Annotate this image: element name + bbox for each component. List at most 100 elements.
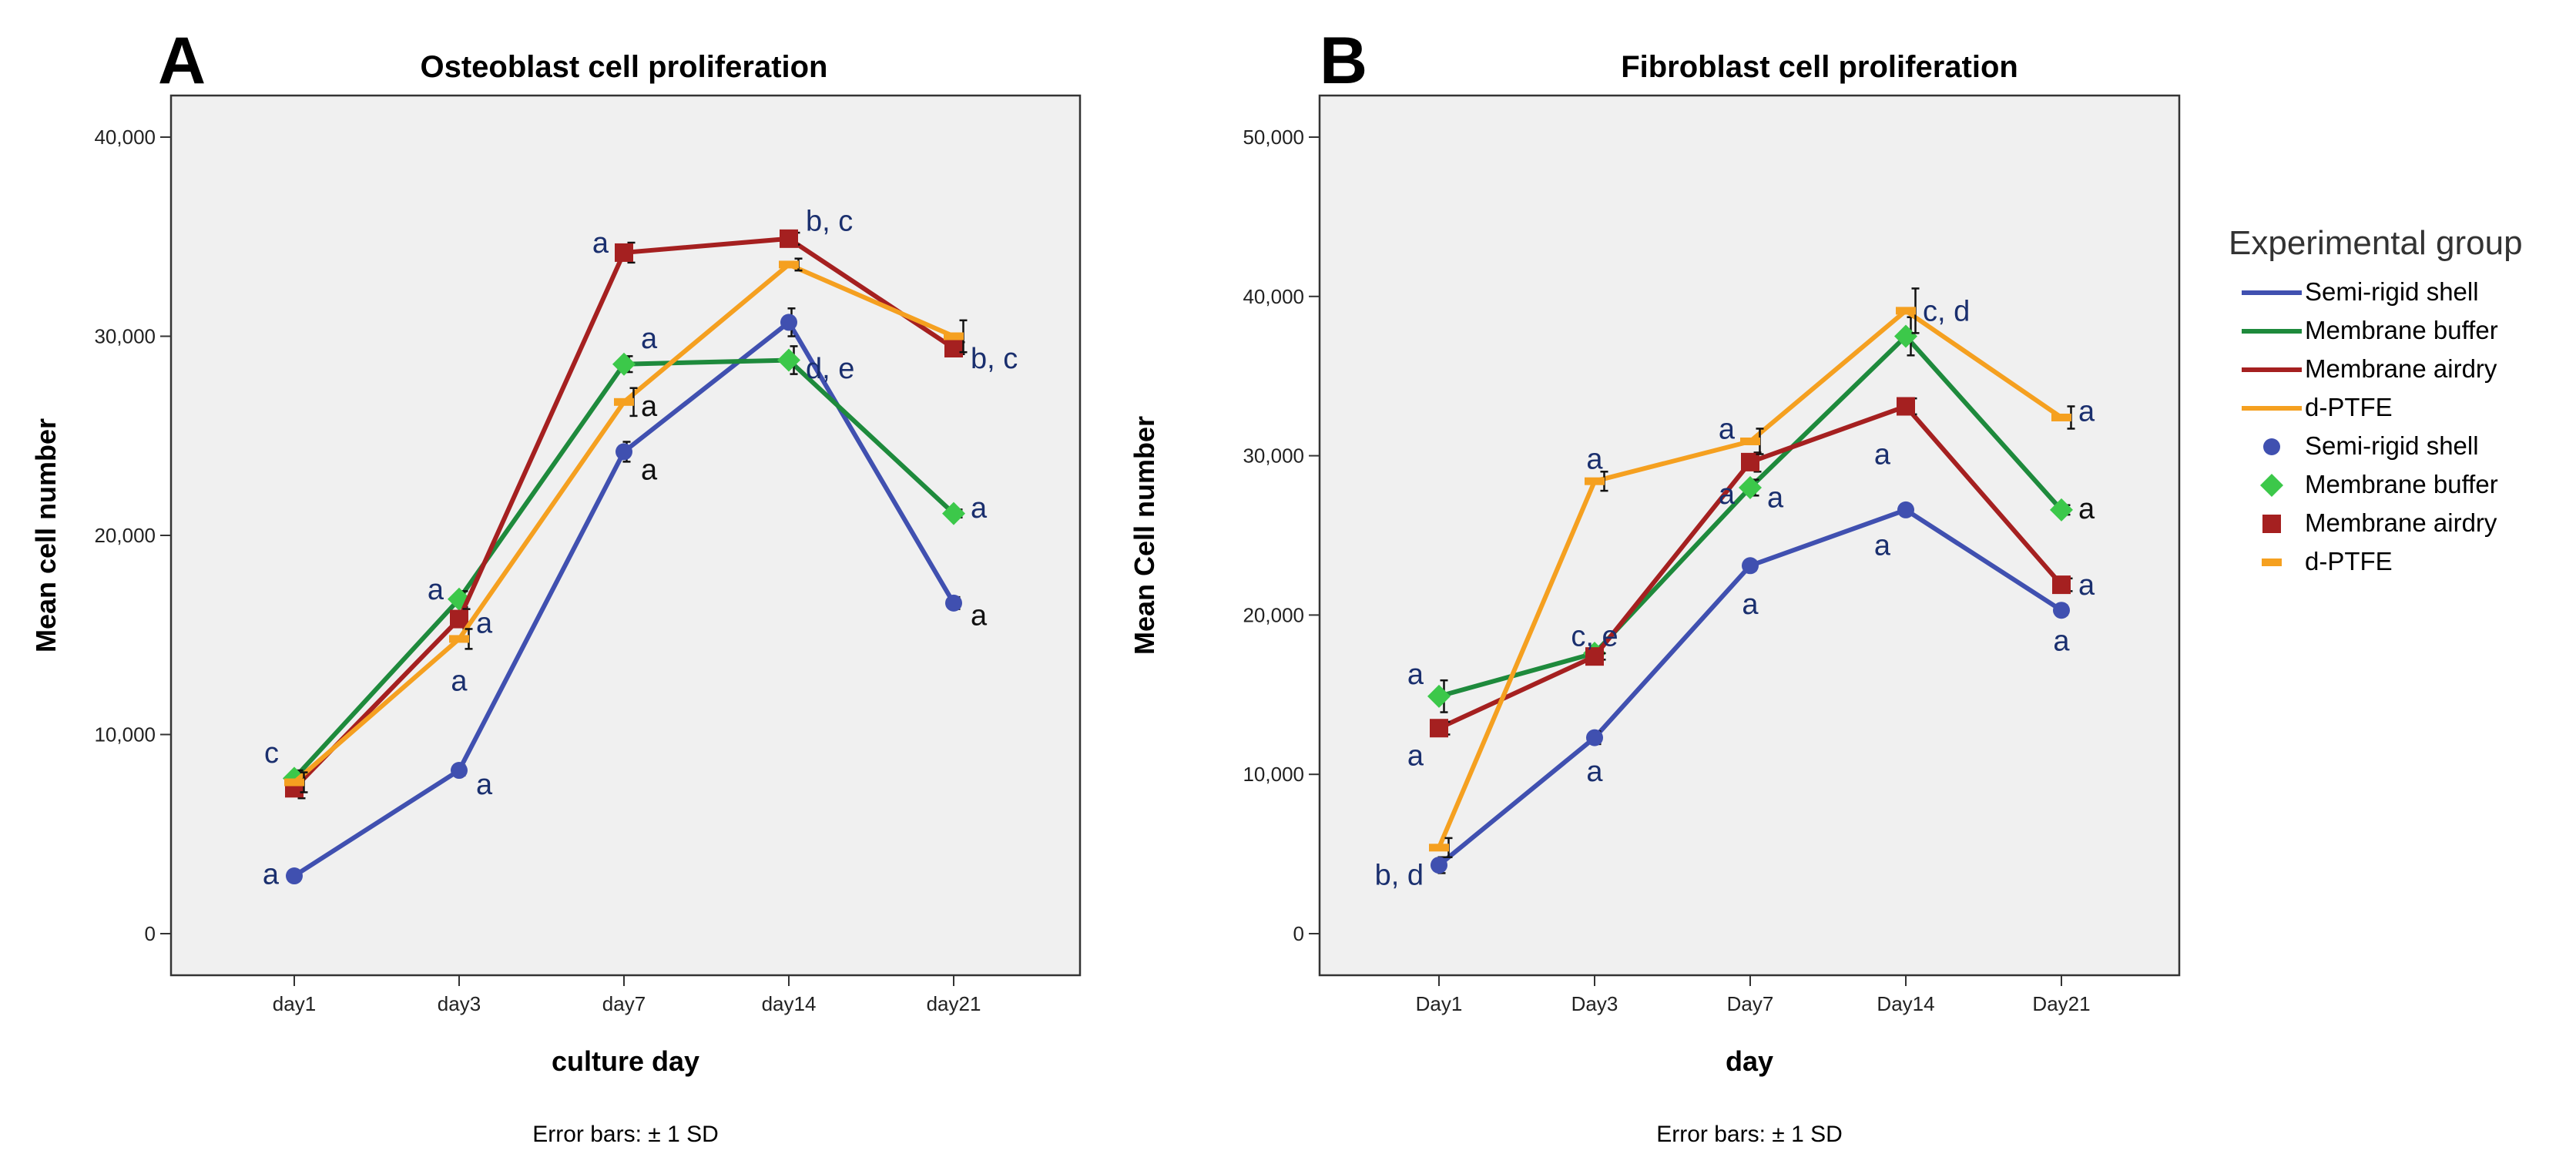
data-point bbox=[451, 762, 468, 780]
panel-letter: B bbox=[1320, 24, 1367, 98]
significance-label: a bbox=[971, 492, 988, 525]
legend-swatch-marker bbox=[2260, 474, 2283, 497]
legend-item-marker-semi-rigid-shell: Semi-rigid shell bbox=[2263, 431, 2479, 460]
data-point bbox=[1739, 475, 1762, 499]
significance-label: a bbox=[451, 666, 468, 698]
x-axis: Day1 Day3 Day7 Day14 Day21 bbox=[1416, 975, 2091, 1015]
data-point bbox=[780, 314, 797, 331]
legend: Experimental group Semi-rigid shell Membr… bbox=[2229, 224, 2523, 575]
significance-label: a bbox=[1719, 478, 1736, 511]
legend-label: Membrane airdry bbox=[2305, 508, 2497, 537]
data-point bbox=[1585, 477, 1605, 485]
significance-label: a bbox=[476, 608, 493, 640]
x-tick-label: day1 bbox=[273, 992, 316, 1015]
legend-item-marker-membrane-airdry: Membrane airdry bbox=[2262, 508, 2497, 537]
significance-label: a bbox=[1874, 529, 1891, 562]
data-point bbox=[779, 260, 799, 269]
error-bar-note: Error bars: ± 1 SD bbox=[1656, 1122, 1843, 1147]
y-tick-label: 40,000 bbox=[1243, 285, 1304, 308]
x-axis-label: culture day bbox=[552, 1045, 699, 1077]
y-tick-label: 20,000 bbox=[94, 524, 156, 547]
significance-label: a bbox=[2078, 569, 2095, 602]
significance-label: a bbox=[428, 574, 444, 606]
legend-label: d-PTFE bbox=[2305, 547, 2393, 575]
y-tick-label: 30,000 bbox=[94, 325, 156, 348]
legend-label: Semi-rigid shell bbox=[2305, 277, 2479, 306]
chart-title: Fibroblast cell proliferation bbox=[1621, 50, 2018, 84]
y-tick-label: 20,000 bbox=[1243, 603, 1304, 626]
plot-area bbox=[169, 94, 1082, 977]
data-point bbox=[449, 635, 469, 643]
x-tick-label: day21 bbox=[927, 992, 981, 1015]
data-point bbox=[945, 594, 962, 612]
error-bar-note: Error bars: ± 1 SD bbox=[532, 1122, 719, 1147]
y-axis: 0 10,000 20,000 30,000 40,000 bbox=[94, 126, 171, 945]
series-semi-rigid-shell bbox=[286, 307, 962, 885]
chart-title: Osteoblast cell proliferation bbox=[420, 50, 827, 84]
data-point bbox=[777, 348, 800, 372]
significance-label: a bbox=[2053, 625, 2070, 657]
data-point bbox=[942, 501, 965, 525]
significance-label: a bbox=[1586, 444, 1603, 476]
series-membrane-airdry bbox=[1430, 397, 2073, 738]
significance-label: c, d bbox=[1923, 295, 1970, 327]
data-point bbox=[1429, 844, 1449, 852]
y-tick-label: 50,000 bbox=[1243, 126, 1304, 149]
significance-label: a bbox=[1742, 589, 1759, 621]
legend-label: d-PTFE bbox=[2305, 393, 2393, 421]
significance-label: c, e bbox=[1571, 620, 1618, 652]
legend-swatch-marker bbox=[2262, 515, 2281, 533]
data-point bbox=[1897, 397, 1915, 416]
significance-label: a bbox=[1407, 659, 1424, 691]
data-point bbox=[1431, 857, 1447, 874]
significance-label: a bbox=[971, 599, 988, 632]
legend-label: Membrane buffer bbox=[2305, 316, 2498, 344]
legend-label: Semi-rigid shell bbox=[2305, 431, 2479, 460]
significance-label: b, c bbox=[806, 206, 853, 238]
data-point bbox=[1430, 719, 1448, 738]
legend-item-line-membrane-buffer: Membrane buffer bbox=[2242, 316, 2498, 344]
x-tick-label: Day21 bbox=[2032, 992, 2090, 1015]
significance-label: b, d bbox=[1375, 859, 1424, 891]
significance-label: a bbox=[1719, 413, 1736, 445]
data-point bbox=[2050, 498, 2073, 522]
data-point bbox=[1897, 501, 1914, 518]
series-semi-rigid-shell bbox=[1431, 501, 2070, 874]
x-tick-label: day14 bbox=[762, 992, 817, 1015]
y-tick-label: 40,000 bbox=[94, 126, 156, 149]
significance-label: a bbox=[2078, 493, 2095, 525]
series-layer bbox=[1427, 287, 2075, 874]
x-tick-label: day7 bbox=[602, 992, 646, 1015]
significance-label: c bbox=[264, 737, 279, 770]
data-point bbox=[1742, 557, 1759, 575]
data-point bbox=[615, 243, 633, 262]
data-point bbox=[284, 778, 304, 787]
y-axis-label: Mean cell number bbox=[30, 418, 62, 652]
data-point bbox=[2051, 413, 2071, 421]
data-point bbox=[2052, 575, 2071, 595]
x-tick-label: day3 bbox=[438, 992, 481, 1015]
data-point bbox=[612, 352, 636, 376]
significance-label: a bbox=[641, 323, 658, 355]
legend-item-line-semi-rigid-shell: Semi-rigid shell bbox=[2242, 277, 2479, 306]
y-tick-label: 0 bbox=[1293, 922, 1304, 945]
legend-label: Membrane buffer bbox=[2305, 470, 2498, 498]
data-point bbox=[615, 443, 632, 461]
series-d-ptfe bbox=[1429, 287, 2075, 858]
legend-swatch-marker bbox=[2263, 438, 2280, 455]
plot-area bbox=[1318, 94, 2181, 977]
data-point bbox=[1740, 437, 1760, 445]
significance-label: a bbox=[1874, 439, 1891, 471]
significance-label: a bbox=[1586, 756, 1603, 788]
series-d-ptfe bbox=[284, 257, 968, 793]
data-point bbox=[1741, 452, 1759, 471]
legend-item-line-membrane-airdry: Membrane airdry bbox=[2242, 354, 2497, 383]
data-point bbox=[944, 332, 964, 340]
x-axis-label: day bbox=[1726, 1045, 1773, 1077]
data-point bbox=[286, 867, 303, 885]
data-point bbox=[1427, 684, 1451, 708]
significance-label: a bbox=[641, 391, 658, 423]
